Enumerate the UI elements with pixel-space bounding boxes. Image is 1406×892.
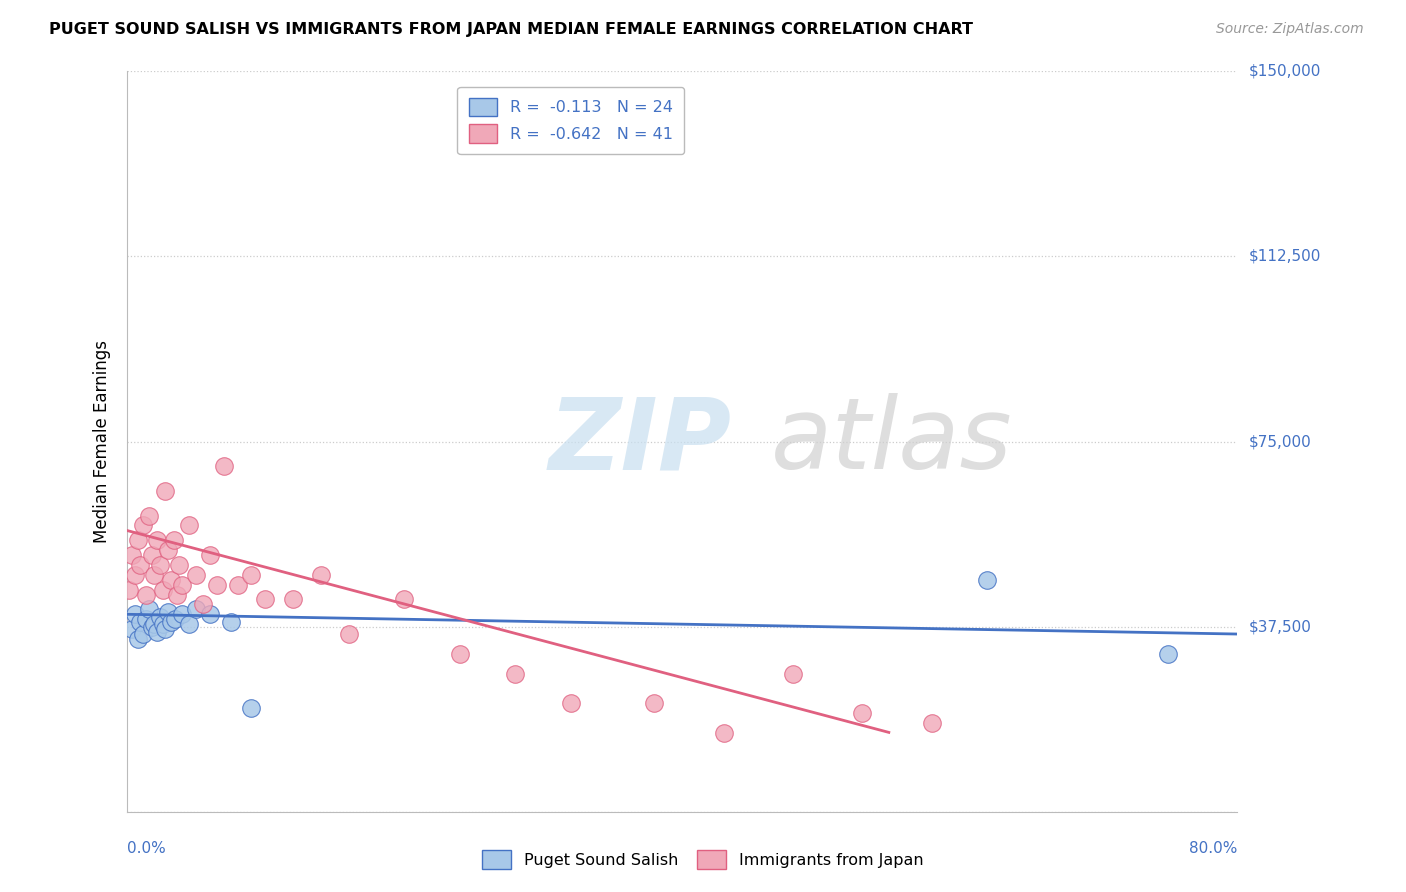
Point [146, 533, 169, 548]
Text: 80.0%: 80.0% [1189, 841, 1237, 856]
Point [921, 715, 943, 730]
Point [184, 602, 207, 616]
Text: PUGET SOUND SALISH VS IMMIGRANTS FROM JAPAN MEDIAN FEMALE EARNINGS CORRELATION C: PUGET SOUND SALISH VS IMMIGRANTS FROM JA… [49, 22, 973, 37]
Text: $75,000: $75,000 [1249, 434, 1312, 449]
Point [143, 617, 166, 632]
Text: 0.0%: 0.0% [127, 841, 166, 856]
Point [149, 558, 172, 572]
Point [129, 558, 152, 572]
Point [165, 612, 187, 626]
Point [132, 627, 155, 641]
Point [132, 518, 155, 533]
Point [138, 508, 160, 523]
Text: Source: ZipAtlas.com: Source: ZipAtlas.com [1216, 22, 1364, 37]
Point [643, 696, 665, 710]
Point [121, 622, 143, 636]
Text: $150,000: $150,000 [1249, 64, 1320, 78]
Point [124, 607, 146, 622]
Point [127, 533, 149, 548]
Text: $112,500: $112,500 [1249, 249, 1320, 264]
Legend: R =  -0.113   N = 24, R =  -0.642   N = 41: R = -0.113 N = 24, R = -0.642 N = 41 [457, 87, 685, 154]
Point [172, 577, 194, 591]
Point [219, 615, 242, 629]
Point [177, 617, 200, 632]
Point [254, 592, 277, 607]
Point [141, 619, 163, 633]
Point [129, 615, 152, 629]
Point [141, 548, 163, 562]
Legend: Puget Sound Salish, Immigrants from Japan: Puget Sound Salish, Immigrants from Japa… [477, 844, 929, 875]
Point [157, 543, 180, 558]
Point [184, 567, 207, 582]
Y-axis label: Median Female Earnings: Median Female Earnings [93, 340, 111, 543]
Text: ZIP: ZIP [548, 393, 731, 490]
Point [309, 567, 332, 582]
Text: atlas: atlas [770, 393, 1012, 490]
Point [240, 701, 263, 715]
Point [157, 605, 180, 619]
Point [135, 612, 157, 626]
Point [172, 607, 194, 622]
Point [135, 588, 157, 602]
Point [1157, 647, 1180, 661]
Point [337, 627, 360, 641]
Point [205, 577, 228, 591]
Point [160, 615, 183, 629]
Text: $37,500: $37,500 [1249, 619, 1312, 634]
Point [281, 592, 304, 607]
Point [240, 567, 263, 582]
Point [449, 647, 471, 661]
Point [198, 607, 221, 622]
Point [152, 582, 174, 597]
Point [191, 598, 214, 612]
Point [212, 459, 235, 474]
Point [851, 706, 873, 720]
Point [138, 602, 160, 616]
Point [124, 567, 146, 582]
Point [163, 533, 186, 548]
Point [394, 592, 416, 607]
Point [560, 696, 582, 710]
Point [198, 548, 221, 562]
Point [976, 573, 998, 587]
Point [146, 624, 169, 639]
Point [143, 567, 166, 582]
Point [127, 632, 149, 646]
Point [155, 483, 177, 498]
Point [152, 617, 174, 632]
Point [169, 558, 191, 572]
Point [166, 588, 188, 602]
Point [782, 666, 804, 681]
Point [177, 518, 200, 533]
Point [121, 548, 143, 562]
Point [503, 666, 526, 681]
Point [155, 622, 177, 636]
Point [713, 725, 735, 739]
Point [149, 609, 172, 624]
Point [118, 582, 141, 597]
Point [226, 577, 249, 591]
Point [160, 573, 183, 587]
